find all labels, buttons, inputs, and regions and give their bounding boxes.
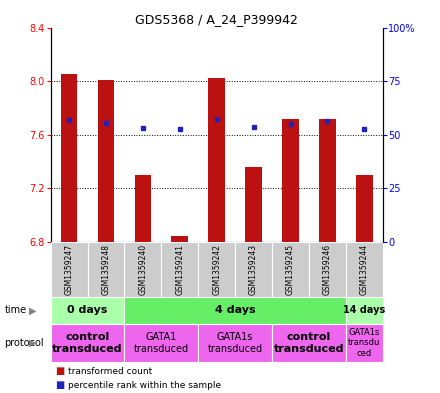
Text: 0 days: 0 days — [67, 305, 108, 316]
Text: GSM1359240: GSM1359240 — [138, 244, 147, 295]
Title: GDS5368 / A_24_P399942: GDS5368 / A_24_P399942 — [135, 13, 298, 26]
Bar — [309, 242, 346, 297]
Text: ▶: ▶ — [29, 305, 37, 316]
Bar — [346, 242, 383, 297]
Bar — [51, 324, 125, 362]
Text: control
transduced: control transduced — [274, 332, 344, 354]
Bar — [51, 242, 88, 297]
Bar — [125, 324, 198, 362]
Bar — [246, 167, 262, 242]
Bar — [346, 297, 383, 324]
Bar — [198, 324, 272, 362]
Bar — [282, 119, 299, 242]
Bar — [272, 242, 309, 297]
Text: ■: ■ — [55, 366, 64, 376]
Bar — [172, 236, 188, 242]
Text: 4 days: 4 days — [215, 305, 256, 316]
Text: GSM1359242: GSM1359242 — [212, 244, 221, 295]
Text: percentile rank within the sample: percentile rank within the sample — [68, 381, 221, 389]
Text: control
transduced: control transduced — [52, 332, 123, 354]
Text: GSM1359248: GSM1359248 — [102, 244, 110, 295]
Text: time: time — [4, 305, 26, 316]
Bar — [125, 297, 346, 324]
Text: GSM1359246: GSM1359246 — [323, 244, 332, 295]
Bar — [346, 324, 383, 362]
Text: GATA1s
transduced: GATA1s transduced — [208, 332, 263, 354]
Text: GSM1359244: GSM1359244 — [360, 244, 369, 295]
Text: GATA1
transduced: GATA1 transduced — [134, 332, 189, 354]
Bar — [198, 242, 235, 297]
Bar — [135, 175, 151, 242]
Text: GSM1359245: GSM1359245 — [286, 244, 295, 295]
Bar — [209, 78, 225, 242]
Text: 14 days: 14 days — [343, 305, 385, 316]
Text: ■: ■ — [55, 380, 64, 390]
Bar — [88, 242, 125, 297]
Text: GATA1s
transdu
ced: GATA1s transdu ced — [348, 328, 381, 358]
Bar — [51, 297, 125, 324]
Bar — [161, 242, 198, 297]
Bar — [61, 74, 77, 242]
Text: GSM1359241: GSM1359241 — [175, 244, 184, 295]
Text: GSM1359247: GSM1359247 — [65, 244, 73, 295]
Bar — [272, 324, 346, 362]
Text: protocol: protocol — [4, 338, 44, 348]
Bar — [356, 175, 373, 242]
Bar — [98, 80, 114, 242]
Bar — [125, 242, 161, 297]
Text: ▶: ▶ — [29, 338, 37, 348]
Bar — [235, 242, 272, 297]
Text: GSM1359243: GSM1359243 — [249, 244, 258, 295]
Bar — [319, 119, 336, 242]
Text: transformed count: transformed count — [68, 367, 152, 376]
